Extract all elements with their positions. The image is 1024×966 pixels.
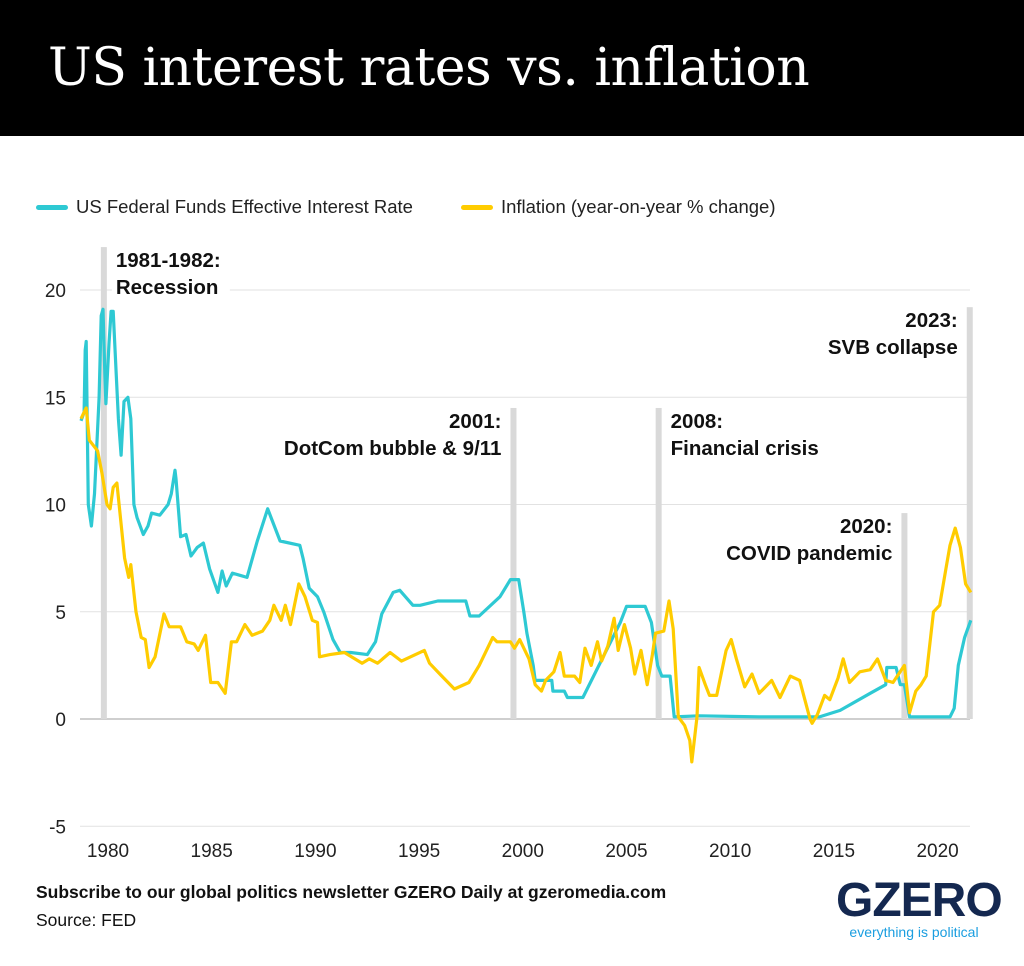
y-tick-label: 20 (45, 281, 66, 302)
legend-label-inflation: Inflation (year-on-year % change) (500, 196, 776, 217)
legend: US Federal Funds Effective Interest Rate… (36, 196, 824, 218)
source-text: Source: FED (36, 910, 137, 930)
logo-wordmark: GZERO (836, 874, 1003, 927)
annotation-bar (510, 407, 517, 719)
gzero-logo: GZERO everything is political (836, 874, 1003, 941)
annotation-event: Financial crisis (671, 437, 819, 460)
annotation-bar (655, 407, 662, 719)
x-tick-label: 1980 (87, 841, 129, 862)
x-tick-label: 1985 (191, 841, 233, 862)
legend-item-inflation: Inflation (year-on-year % change) (460, 196, 776, 218)
y-tick-label: 15 (45, 388, 66, 409)
annotation-event: DotCom bubble & 9/11 (284, 437, 502, 460)
chart-title: US interest rates vs. inflation (48, 38, 810, 98)
y-tick-label: -5 (49, 817, 66, 838)
legend-label-fed-funds: US Federal Funds Effective Interest Rate (76, 196, 413, 217)
y-tick-label: 10 (45, 496, 66, 517)
line-chart: -5 0 5 10 15 20 1980 1985 1990 1995 2000 2005 2010 20… (45, 247, 973, 862)
legend-item-fed-funds: US Federal Funds Effective Interest Rate (36, 196, 413, 218)
annotation-year: 2008: (671, 410, 723, 433)
series-line-fed-funds (79, 307, 973, 719)
x-tick-label: 2005 (605, 841, 647, 862)
x-tick-label: 1990 (294, 841, 336, 862)
x-tick-label: 2015 (813, 841, 855, 862)
x-tick-label: 2020 (916, 841, 958, 862)
title-bar: US interest rates vs. inflation (0, 0, 1024, 136)
annotation-year: 2020: (840, 515, 892, 538)
annotation-event: SVB collapse (828, 336, 958, 359)
y-tick-label: 5 (55, 603, 66, 624)
annotation-year: 2001: (449, 410, 501, 433)
legend-swatch-inflation (460, 204, 493, 210)
subscribe-text: Subscribe to our global politics newslet… (36, 882, 667, 902)
annotation-bar (901, 513, 908, 719)
legend-swatch-fed-funds (36, 204, 68, 210)
x-tick-label: 2000 (502, 841, 544, 862)
y-tick-label: 0 (55, 710, 66, 731)
annotation-event: COVID pandemic (726, 542, 892, 565)
annotation-year: 1981-1982: (116, 249, 221, 272)
annotation-bar (966, 307, 973, 719)
series-line-inflation (79, 406, 973, 764)
x-tick-label: 2010 (709, 841, 751, 862)
annotation-event: Recession (116, 276, 219, 299)
annotation-bg (111, 249, 230, 308)
x-tick-label: 1995 (398, 841, 440, 862)
logo-tagline: everything is political (849, 924, 979, 940)
annotation-year: 2023: (905, 309, 957, 332)
